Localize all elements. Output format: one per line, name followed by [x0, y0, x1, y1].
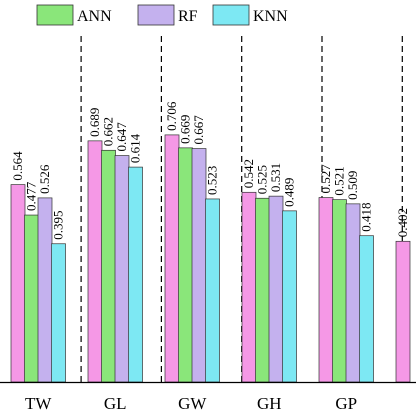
- data-label: 0.477: [24, 181, 39, 211]
- bar-GH-KNN: [282, 210, 297, 383]
- bar-TW-KNN: [51, 243, 66, 383]
- data-label: 0.523: [205, 166, 220, 195]
- x-tick-label: GW: [178, 394, 207, 413]
- bar-TW-ANN: [24, 214, 39, 383]
- legend-swatch-RF: [137, 4, 175, 26]
- data-label: 0.489: [282, 178, 297, 207]
- data-label: 0.669: [178, 115, 193, 144]
- bar-GL-KNN: [128, 166, 143, 383]
- bar-GH-RF: [268, 195, 284, 383]
- bar-GL-ANN: [101, 149, 116, 383]
- data-label: 0.526: [37, 164, 52, 194]
- bar-GW-ANN: [178, 147, 193, 383]
- data-label: 0.667: [191, 115, 206, 145]
- bar-GP-ANN: [332, 199, 347, 383]
- bar-TW-T: [10, 184, 26, 383]
- data-label: 0.509: [345, 171, 360, 200]
- legend-label-KNN: KNN: [253, 8, 288, 25]
- data-label: 0.614: [128, 133, 143, 163]
- data-label: 0.706: [164, 101, 179, 131]
- bar-GW-KNN: [205, 198, 220, 383]
- data-label: 0.525: [255, 165, 270, 194]
- x-tick-label: GL: [104, 394, 127, 413]
- bar-group5-T: [395, 240, 411, 383]
- data-label: 0.647: [114, 122, 129, 152]
- legend-swatch-ANN: [36, 4, 74, 26]
- bar-GP-KNN: [359, 235, 374, 383]
- bar-GP-T: [318, 197, 334, 383]
- data-label: 0.418: [359, 202, 374, 231]
- x-tick-labels: TW GL GW GH GP: [25, 394, 357, 413]
- data-label: 0.521: [332, 166, 347, 195]
- bar-GL-T: [87, 140, 103, 383]
- bar-GL-RF: [114, 155, 130, 383]
- legend-label-RF: RF: [178, 8, 198, 25]
- legend-swatch-KNN: [212, 4, 250, 26]
- data-label: 0.662: [101, 117, 116, 146]
- x-tick-label: GH: [257, 394, 282, 413]
- data-label: 0.527: [318, 164, 333, 194]
- bar-GW-T: [164, 134, 180, 383]
- x-tick-label: GP: [335, 394, 357, 413]
- legend: TANNRFKNN: [36, 4, 288, 26]
- x-tick-label: TW: [25, 394, 52, 413]
- data-label: 0.395: [51, 211, 66, 240]
- bar-GH-T: [241, 191, 257, 383]
- data-label: 0.542: [241, 159, 256, 188]
- bar-GH-ANN: [255, 197, 270, 383]
- data-label: 0.531: [268, 163, 283, 192]
- legend-label-ANN: ANN: [77, 8, 112, 25]
- data-label: 0.402: [395, 208, 410, 237]
- data-label: 0.564: [10, 151, 25, 181]
- data-label: 0.689: [87, 108, 102, 137]
- bars: [10, 134, 411, 383]
